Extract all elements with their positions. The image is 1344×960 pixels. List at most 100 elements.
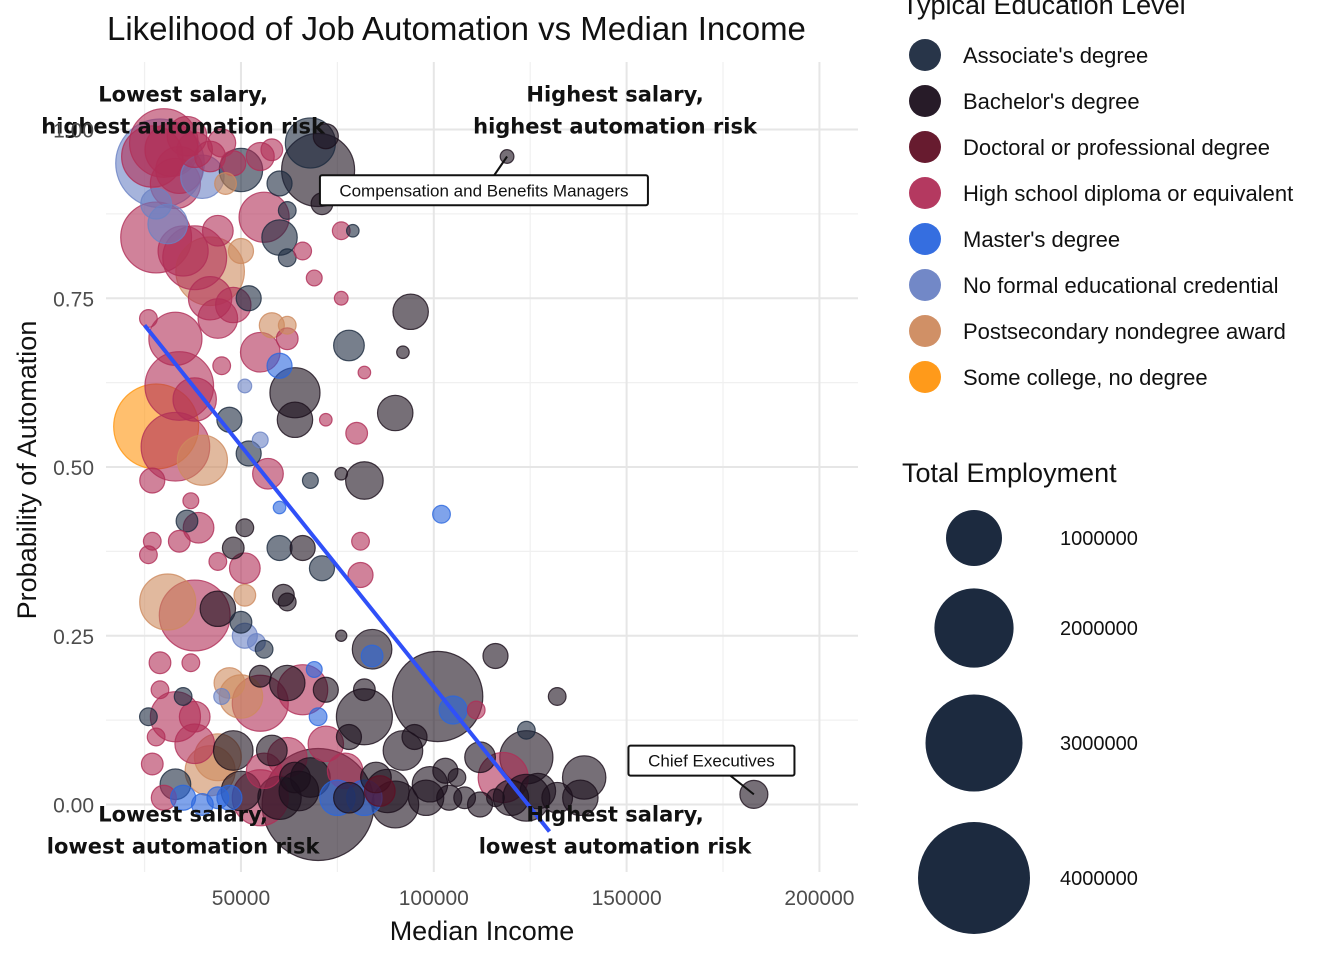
size-legend-title: Total Employment: [902, 458, 1117, 488]
legend-label: Doctoral or professional degree: [963, 135, 1270, 160]
data-point: [482, 642, 509, 670]
data-point: [376, 394, 414, 432]
x-tick-label: 200000: [784, 887, 854, 910]
x-axis-title: Median Income: [390, 916, 575, 946]
callout-label: Chief Executives: [648, 752, 775, 771]
data-point: [212, 356, 232, 376]
data-point: [139, 573, 197, 631]
data-point: [333, 781, 365, 814]
data-point: [176, 434, 229, 486]
data-point: [344, 461, 384, 500]
data-point: [268, 664, 306, 702]
data-point: [432, 504, 451, 524]
data-point: [279, 761, 311, 794]
y-axis-title: Probability of Automation: [12, 321, 42, 620]
y-tick-label: 1.00: [53, 120, 94, 143]
legend-label: Postsecondary nondegree award: [963, 319, 1286, 344]
data-point: [255, 734, 288, 767]
data-point: [167, 529, 191, 553]
data-point: [345, 421, 369, 445]
data-point: [335, 723, 363, 751]
data-point: [173, 687, 193, 706]
data-point: [308, 555, 336, 582]
data-point: [138, 309, 158, 328]
data-point: [308, 707, 328, 727]
callout-label: Compensation and Benefits Managers: [339, 181, 628, 200]
data-point: [266, 534, 293, 562]
data-point: [233, 583, 257, 607]
data-point: [260, 138, 284, 162]
data-point: [175, 509, 199, 533]
data-point: [182, 492, 200, 510]
legend-swatch: [909, 223, 941, 255]
color-legend-items: Associate's degree Bachelor's degree Docto…: [909, 39, 1293, 393]
data-point: [277, 201, 297, 220]
legend-swatch: [909, 315, 941, 347]
legend-label: Associate's degree: [963, 43, 1148, 68]
x-tick-label: 150000: [592, 887, 662, 910]
data-point: [541, 781, 574, 814]
legend-label: Some college, no degree: [963, 365, 1208, 390]
data-point: [139, 467, 166, 494]
quadrant-label: highest automation risk: [473, 114, 758, 138]
data-point: [486, 788, 505, 808]
quadrant-label: lowest automation risk: [479, 834, 753, 858]
data-point: [172, 377, 217, 422]
data-point: [254, 639, 274, 659]
data-point: [181, 653, 201, 673]
data-point: [293, 241, 313, 261]
color-legend: Typical Education Level Associate's degr…: [902, 0, 1293, 393]
data-point: [318, 412, 333, 427]
data-point: [251, 431, 269, 449]
data-point: [228, 552, 261, 585]
data-point: [252, 457, 284, 490]
data-point: [547, 687, 567, 706]
y-tick-label: 0.50: [53, 457, 94, 480]
size-legend: Total Employment 1000000 2000000 3000000 40…: [902, 458, 1138, 934]
size-legend-circle: [946, 510, 1002, 566]
data-point: [301, 471, 319, 490]
data-point: [201, 214, 234, 247]
callout-box: [627, 744, 796, 777]
data-point: [289, 534, 316, 562]
data-point: [229, 610, 253, 634]
data-point: [221, 536, 245, 560]
data-point: [277, 592, 297, 612]
data-point: [345, 223, 360, 238]
data-point: [266, 352, 293, 379]
callouts: Compensation and Benefits Managers Chief …: [318, 155, 796, 796]
legend-swatch: [909, 361, 941, 393]
data-point: [213, 687, 231, 706]
data-point: [401, 723, 428, 751]
data-point: [312, 676, 339, 703]
quadrant-label: lowest automation risk: [47, 834, 321, 858]
y-tick-label: 0.25: [53, 626, 94, 649]
data-point: [190, 793, 214, 816]
data-point: [453, 786, 477, 810]
data-point: [396, 345, 410, 360]
data-point: [140, 187, 173, 220]
data-point: [357, 365, 372, 380]
data-point: [305, 660, 323, 679]
data-point: [272, 500, 287, 515]
data-point: [227, 237, 255, 265]
data-point: [277, 315, 297, 335]
legend-swatch: [909, 269, 941, 301]
legend-swatch: [909, 131, 941, 163]
size-legend-circle: [918, 822, 1030, 934]
legend-label: Bachelor's degree: [963, 89, 1140, 114]
legend-swatch: [909, 85, 941, 117]
legend-label: High school diploma or equivalent: [963, 181, 1293, 206]
size-legend-label: 1000000: [1060, 528, 1138, 550]
data-point: [220, 150, 247, 177]
x-tick-label: 100000: [399, 887, 469, 910]
size-legend-items: 1000000 2000000 3000000 4000000: [918, 510, 1138, 934]
quadrant-label: Highest salary,: [526, 82, 703, 106]
y-tick-label: 0.00: [53, 795, 94, 818]
size-legend-circle: [925, 694, 1023, 792]
quadrant-label: Lowest salary,: [98, 802, 268, 826]
data-point: [212, 730, 254, 771]
legend-swatch: [909, 39, 941, 71]
quadrant-label: highest automation risk: [41, 114, 326, 138]
